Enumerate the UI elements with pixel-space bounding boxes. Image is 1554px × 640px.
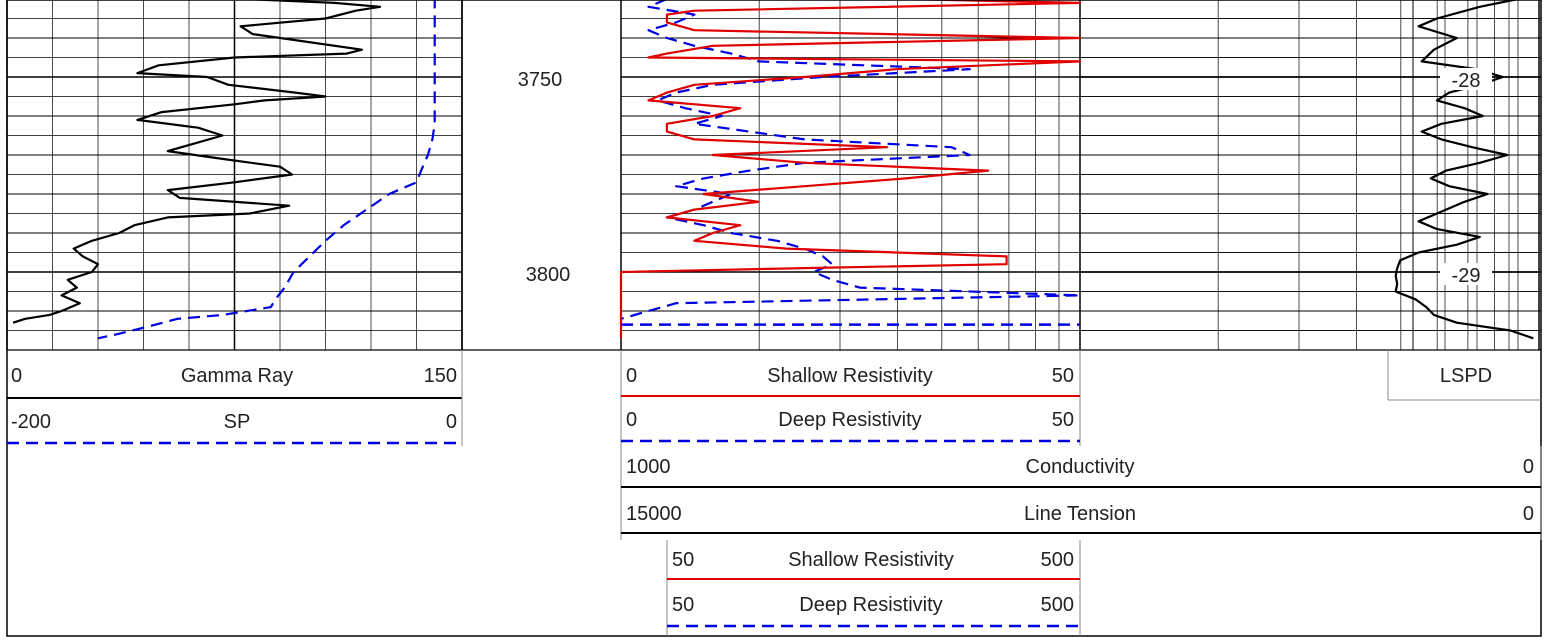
header-shallow-resistivity: 0 Shallow Resistivity 50: [621, 365, 1080, 397]
shallow-res-backup-max: 500: [1041, 549, 1074, 571]
sp-max: 0: [446, 411, 457, 433]
deep-res-name: Deep Resistivity: [778, 409, 921, 431]
lspd-label-bg-28: [1440, 68, 1492, 90]
shallow-res-backup-min: 50: [672, 549, 694, 571]
deep-res-max: 50: [1052, 409, 1074, 431]
header-conductivity: 1000 Conductivity 0: [621, 456, 1541, 488]
curve-layer: [12, 0, 1534, 340]
header-sp: -200 SP 0: [7, 411, 462, 445]
lspd-name: LSPD: [1440, 365, 1492, 387]
sp-min: -200: [11, 411, 51, 433]
shallow-res-min: 0: [626, 365, 637, 387]
deep-res-backup-min: 50: [672, 594, 694, 616]
header-deep-resistivity: 0 Deep Resistivity 50: [621, 409, 1080, 443]
lspd-curve: [1394, 0, 1534, 340]
header-line-tension: 15000 Line Tension 0: [621, 503, 1541, 534]
gamma-ray-max: 150: [424, 365, 457, 387]
sp-name: SP: [224, 411, 251, 433]
shallow-res-max: 50: [1052, 365, 1074, 387]
depth-label-3750: 3750: [518, 69, 563, 91]
gamma-ray-min: 0: [11, 365, 22, 387]
depth-track: 3750 3800: [518, 69, 571, 286]
lspd-label-minus-28: -28: [1452, 70, 1481, 92]
header-gamma-ray: 0 Gamma Ray 150: [7, 365, 462, 399]
grid-layer: [6, 0, 1541, 350]
shallow-res-name: Shallow Resistivity: [767, 365, 933, 387]
deep-res-min: 0: [626, 409, 637, 431]
lspd-label-minus-29: -29: [1452, 265, 1481, 287]
lspd-reference-labels: -28 -29: [1440, 68, 1492, 287]
outer-frame: [6, 0, 1542, 637]
conductivity-max: 0: [1523, 456, 1534, 478]
gamma-ray-curve: [12, 0, 382, 324]
lspd-label-bg-29: [1440, 263, 1492, 285]
line-tension-name: Line Tension: [1024, 503, 1136, 525]
shallow-res-backup-name: Shallow Resistivity: [788, 549, 954, 571]
line-tension-min: 15000: [626, 503, 682, 525]
line-tension-max: 0: [1523, 503, 1534, 525]
conductivity-min: 1000: [626, 456, 671, 478]
shallow-resistivity-curve: [619, 0, 1082, 339]
deep-res-backup-name: Deep Resistivity: [799, 594, 942, 616]
log-header: 0 Gamma Ray 150 -200 SP 0 0 Shallow Resi…: [6, 0, 1542, 637]
header-shallow-resistivity-backup: 50 Shallow Resistivity 500: [667, 549, 1080, 580]
header-lspd: LSPD: [1387, 350, 1541, 401]
depth-label-3800: 3800: [526, 264, 571, 286]
header-deep-resistivity-backup: 50 Deep Resistivity 500: [667, 594, 1080, 628]
gamma-ray-name: Gamma Ray: [181, 365, 293, 387]
conductivity-name: Conductivity: [1026, 456, 1135, 478]
deep-res-backup-max: 500: [1041, 594, 1074, 616]
sp-curve: [97, 0, 436, 340]
